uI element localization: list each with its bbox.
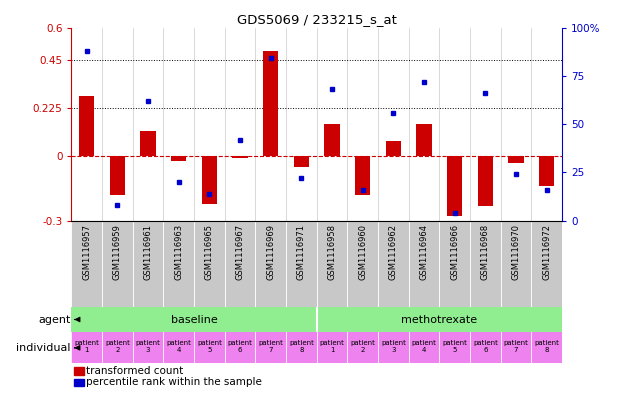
Bar: [294, 156, 309, 167]
Bar: [140, 130, 156, 156]
Bar: [440, 221, 470, 307]
Bar: [317, 221, 347, 307]
Text: patient
6: patient 6: [228, 340, 253, 353]
Text: patient
3: patient 3: [135, 340, 160, 353]
Text: GSM1116969: GSM1116969: [266, 224, 275, 280]
Text: patient
1: patient 1: [320, 340, 345, 353]
Text: percentile rank within the sample: percentile rank within the sample: [86, 377, 262, 387]
Bar: [409, 221, 440, 307]
Text: GSM1116958: GSM1116958: [327, 224, 337, 280]
Bar: [478, 156, 493, 206]
Text: GSM1116959: GSM1116959: [113, 224, 122, 280]
Bar: [447, 156, 463, 217]
Bar: [255, 221, 286, 307]
Text: methotrexate: methotrexate: [401, 314, 478, 325]
Text: baseline: baseline: [171, 314, 217, 325]
Text: patient
5: patient 5: [442, 340, 467, 353]
Bar: [509, 156, 524, 163]
Text: patient
2: patient 2: [105, 340, 130, 353]
Text: patient
4: patient 4: [166, 340, 191, 353]
Bar: [286, 221, 317, 307]
Bar: [225, 221, 255, 307]
Bar: [71, 221, 102, 307]
Bar: [163, 221, 194, 307]
Bar: [194, 221, 225, 307]
Title: GDS5069 / 233215_s_at: GDS5069 / 233215_s_at: [237, 13, 397, 26]
Bar: [470, 221, 501, 307]
Text: GSM1116966: GSM1116966: [450, 224, 459, 280]
Bar: [347, 221, 378, 307]
Bar: [355, 156, 370, 195]
Text: GSM1116972: GSM1116972: [542, 224, 551, 280]
Text: patient
5: patient 5: [197, 340, 222, 353]
Text: patient
1: patient 1: [75, 340, 99, 353]
Text: GSM1116957: GSM1116957: [82, 224, 91, 280]
Bar: [74, 367, 84, 375]
Text: GSM1116965: GSM1116965: [205, 224, 214, 280]
Text: patient
2: patient 2: [350, 340, 375, 353]
Bar: [133, 221, 163, 307]
Text: GSM1116961: GSM1116961: [143, 224, 153, 280]
Text: patient
3: patient 3: [381, 340, 406, 353]
Bar: [79, 96, 94, 156]
Text: patient
8: patient 8: [289, 340, 314, 353]
Bar: [232, 156, 248, 158]
Text: patient
7: patient 7: [258, 340, 283, 353]
Bar: [171, 156, 186, 161]
Bar: [110, 156, 125, 195]
Bar: [532, 221, 562, 307]
Text: GSM1116967: GSM1116967: [235, 224, 245, 280]
Text: GSM1116970: GSM1116970: [512, 224, 520, 280]
Bar: [263, 51, 278, 156]
Text: GSM1116960: GSM1116960: [358, 224, 367, 280]
Text: patient
8: patient 8: [534, 340, 559, 353]
Text: GSM1116971: GSM1116971: [297, 224, 306, 280]
Text: GSM1116962: GSM1116962: [389, 224, 398, 280]
Bar: [378, 221, 409, 307]
Text: patient
6: patient 6: [473, 340, 498, 353]
Bar: [501, 221, 532, 307]
Bar: [74, 379, 84, 386]
Bar: [416, 124, 432, 156]
Text: patient
4: patient 4: [412, 340, 437, 353]
Text: GSM1116964: GSM1116964: [420, 224, 428, 280]
Bar: [386, 141, 401, 156]
Bar: [539, 156, 555, 186]
Bar: [324, 124, 340, 156]
Bar: [102, 221, 133, 307]
Text: individual: individual: [16, 343, 71, 353]
Text: patient
7: patient 7: [504, 340, 528, 353]
Text: GSM1116968: GSM1116968: [481, 224, 490, 280]
Text: GSM1116963: GSM1116963: [175, 224, 183, 280]
Text: transformed count: transformed count: [86, 365, 183, 376]
Bar: [202, 156, 217, 204]
Text: agent: agent: [38, 314, 71, 325]
